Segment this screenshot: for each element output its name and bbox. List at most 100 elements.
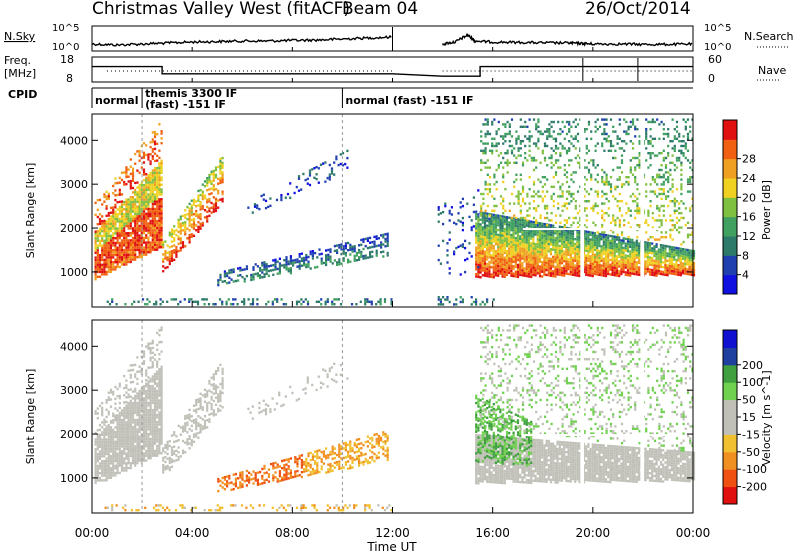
power-late-upper-cell — [647, 214, 650, 217]
power-late-main-cell — [530, 222, 533, 226]
power-late-upper-cell — [559, 132, 562, 136]
vel-band-a-cell — [94, 440, 97, 444]
power-band-a-cell — [101, 273, 104, 276]
power-band-a-cell — [105, 249, 108, 252]
power-late-upper-cell — [603, 180, 606, 184]
power-late-main-cell — [591, 231, 594, 234]
power-floor-a-cell — [192, 300, 195, 303]
power-late-main-cell — [659, 253, 663, 256]
power-late-main-cell — [514, 229, 517, 233]
power-late-main-cell — [578, 229, 581, 232]
power-late-main-cell — [589, 243, 592, 246]
power-late-main-cell — [565, 267, 568, 270]
power-band-a-cell — [109, 251, 113, 254]
power-late-main-cell — [475, 263, 478, 266]
power-late-upper-cell — [603, 171, 606, 174]
power-floor-b-cell — [455, 303, 458, 306]
power-late-upper-cell — [482, 152, 485, 155]
power-late-main-cell — [684, 272, 687, 275]
power-band-d-cell — [267, 269, 270, 273]
power-late-upper-cell — [649, 156, 652, 160]
power-late-upper-cell — [532, 168, 536, 172]
power-late-main-cell — [633, 272, 636, 276]
power-late-upper-cell — [554, 137, 558, 140]
power-late-main-cell — [651, 252, 654, 255]
power-late-upper-cell — [669, 233, 672, 236]
power-band-e-cell — [317, 181, 320, 184]
power-late-main-cell — [681, 272, 685, 275]
power-late-main-cell — [600, 233, 603, 236]
power-late-main-cell — [620, 256, 623, 259]
power-band-a-cell — [123, 248, 126, 252]
power-band-a-cell — [134, 215, 137, 218]
power-band-c-cell — [179, 232, 182, 235]
power-band-a-cell — [107, 244, 110, 247]
power-late-main-cell — [536, 262, 539, 265]
power-late-upper-cell — [482, 192, 485, 196]
power-band-a-cell — [123, 236, 126, 240]
power-band-b-cell — [138, 171, 141, 174]
power-late-main-cell — [631, 258, 634, 261]
power-mid-14-cell — [470, 219, 473, 222]
power-late-main-cell — [668, 250, 671, 253]
power-late-main-cell — [514, 251, 517, 254]
vel-band-a-cell — [103, 433, 106, 436]
power-floor-a-cell — [298, 300, 301, 303]
power-late-upper-cell — [543, 156, 547, 160]
vel-band-a-cell — [112, 435, 115, 439]
power-late-main-cell — [481, 264, 484, 267]
power-late-main-cell — [510, 224, 513, 227]
power-late-main-cell — [563, 243, 566, 246]
power-late-main-cell — [532, 232, 535, 236]
power-band-a-cell — [123, 222, 126, 225]
power-band-a-cell — [96, 234, 99, 238]
power-late-main-cell — [479, 249, 482, 253]
power-late-main-cell — [569, 263, 572, 266]
power-band-a-cell — [107, 225, 110, 228]
freq-tick-top: 18 — [60, 53, 74, 66]
power-late-main-cell — [569, 268, 572, 271]
power-floor-a-cell — [306, 303, 310, 306]
power-late-main-cell — [598, 261, 601, 264]
power-band-b-cell — [107, 214, 110, 217]
power-band-c-cell — [221, 166, 224, 169]
power-late-main-cell — [499, 226, 502, 230]
power-late-main-cell — [483, 243, 487, 246]
power-band-a-cell — [147, 200, 150, 203]
vel-band-a-cell — [114, 431, 117, 434]
power-band-a-cell — [116, 265, 119, 269]
power-band-d-cell — [245, 274, 248, 278]
power-late-upper-cell — [662, 156, 665, 160]
power-late-upper-cell — [568, 123, 571, 126]
power-late-upper-cell — [675, 216, 679, 220]
power-band-a-cell — [156, 236, 159, 239]
power-late-upper-cell — [583, 195, 586, 198]
power-late-main-cell — [475, 265, 478, 269]
power-late-main-cell — [593, 246, 597, 249]
power-late-main-cell — [541, 236, 544, 240]
power-late-main-cell — [525, 270, 528, 273]
power-late-upper-cell — [680, 168, 683, 172]
power-band-a-cell — [101, 234, 104, 238]
power-late-main-cell — [604, 258, 608, 261]
power-band-c-cell — [212, 174, 215, 177]
power-band-a-cell — [160, 207, 163, 210]
power-band-c-cell — [212, 210, 215, 213]
power-band-a-cell — [158, 178, 161, 182]
vel-band-a-cell — [94, 472, 97, 475]
power-late-main-cell — [503, 218, 506, 221]
power-band-d-cell — [226, 272, 229, 275]
power-late-main-cell — [565, 231, 568, 234]
power-late-main-cell — [534, 233, 537, 236]
power-late-main-cell — [519, 266, 522, 269]
power-band-a-cell — [145, 195, 148, 199]
power-late-main-cell — [560, 259, 564, 262]
power-floor-a-cell — [188, 298, 191, 301]
power-late-main-cell — [664, 256, 667, 260]
power-late-main-cell — [536, 248, 539, 251]
vel-band-a-cell — [112, 433, 115, 436]
vel-band-a-cell — [103, 445, 106, 448]
power-late-main-cell — [536, 269, 539, 273]
vel-band-a-cell — [114, 433, 117, 436]
power-late-upper-cell — [594, 166, 597, 169]
